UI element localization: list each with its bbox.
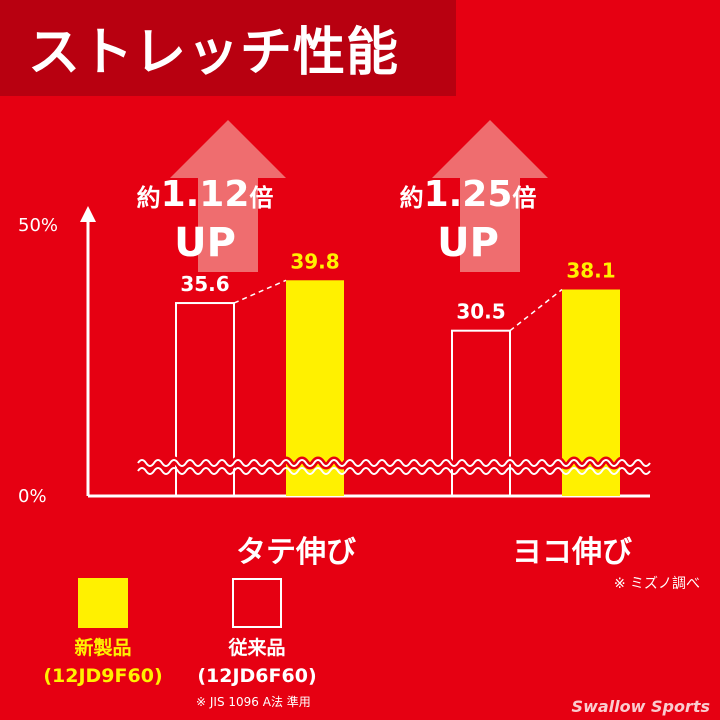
bar-value-label: 30.5	[456, 300, 505, 324]
y-axis-arrow-icon	[80, 206, 96, 222]
bar-value-label: 38.1	[566, 258, 615, 282]
up-arrow-icon	[432, 120, 548, 272]
source-note: ※ ミズノ調べ	[614, 576, 700, 592]
annotation-up: UP	[174, 220, 236, 266]
title-bar: ストレッチ性能	[0, 0, 456, 96]
standard-note: ※ JIS 1096 A法 準用	[196, 694, 311, 709]
watermark-logo: Swallow Sports	[572, 697, 710, 716]
up-arrow-icon	[170, 120, 286, 272]
legend-swatch	[78, 578, 128, 628]
legend-code: (12JD6F60)	[197, 665, 316, 687]
bar-value-label: 39.8	[290, 249, 339, 273]
legend-label: 新製品	[74, 636, 131, 659]
bar-old	[175, 302, 235, 497]
annotation-multiplier: 約1.12倍	[137, 174, 274, 215]
annotation-multiplier: 約1.25倍	[400, 174, 537, 215]
connector-line	[509, 288, 563, 332]
category-label: タテ伸び	[236, 535, 356, 570]
page-title: ストレッチ性能	[28, 23, 400, 83]
bar-old	[451, 329, 511, 497]
legend-swatch	[232, 578, 282, 628]
annotation-up: UP	[437, 220, 499, 266]
legend-code: (12JD9F60)	[43, 665, 162, 687]
y-tick-label: 50%	[18, 215, 58, 236]
axis-break-line	[137, 467, 651, 475]
bar-value-label: 35.6	[180, 272, 229, 296]
connector-line	[233, 279, 287, 304]
legend-label: 従来品	[227, 636, 285, 659]
y-tick-label: 0%	[18, 486, 47, 507]
category-label: ヨコ伸び	[512, 535, 632, 570]
axis-break-line	[137, 459, 651, 467]
